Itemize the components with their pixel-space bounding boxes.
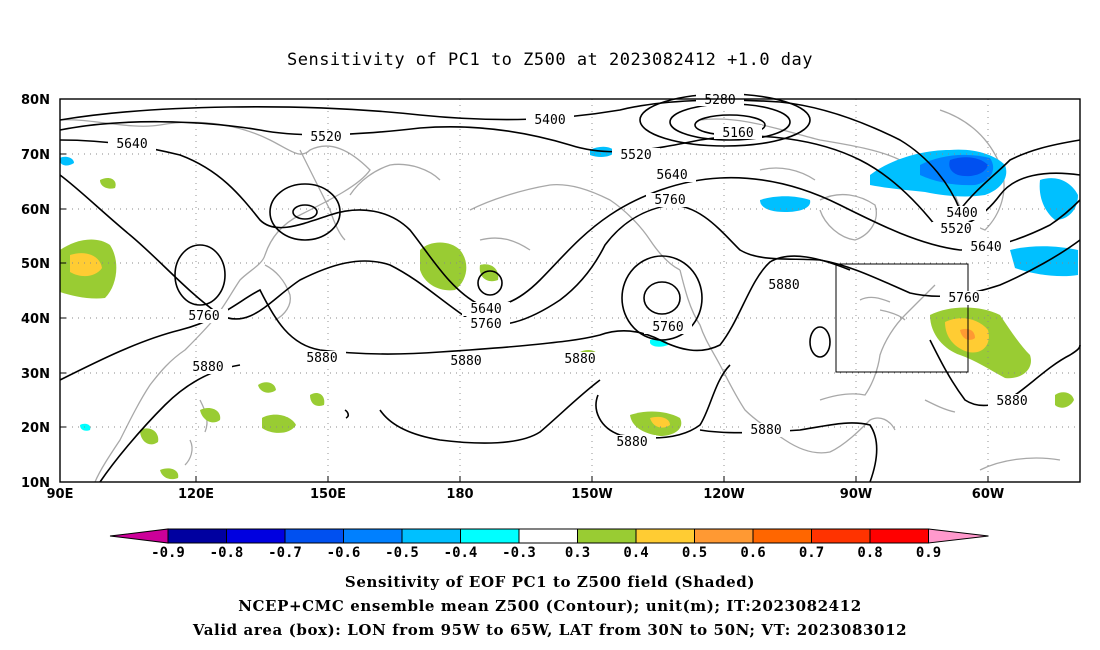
lat-label: 40N: [21, 312, 50, 327]
colorbar-label: -0.9: [151, 545, 185, 561]
colorbar-label: 0.4: [623, 545, 648, 561]
colorbar-swatch: [752, 528, 812, 544]
colorbar-label: -0.8: [210, 545, 244, 561]
colorbar-label: 0.3: [565, 545, 590, 561]
coastlines: [59, 109, 1061, 483]
colorbar-swatch: [635, 528, 695, 544]
lat-label: 50N: [21, 257, 50, 272]
lat-label: 80N: [21, 93, 50, 108]
colorbar-label: 0.9: [916, 545, 941, 561]
lon-labels: 90E 120E 150E 180 150W 120W 90W 60W: [47, 487, 1005, 502]
map-frame: [59, 98, 1081, 483]
contour-label: 5400: [534, 113, 565, 128]
colorbar-label: -0.4: [444, 545, 478, 561]
caption-line-1: Sensitivity of EOF PC1 to Z500 field (Sh…: [344, 573, 756, 591]
colorbar-label: 0.8: [857, 545, 882, 561]
lat-label: 20N: [21, 421, 50, 436]
contour-label: 5880: [564, 352, 595, 367]
contour-label: 5640: [470, 302, 501, 317]
colorbar-swatch: [811, 528, 871, 544]
colorbar-swatch: [226, 528, 286, 544]
colorbar-swatch: [343, 528, 403, 544]
contour-label: 5880: [450, 354, 481, 369]
contour-label: 5880: [768, 278, 799, 293]
colorbar-label: -0.7: [268, 545, 302, 561]
lat-label: 10N: [21, 476, 50, 491]
colorbar-swatch: [167, 528, 227, 544]
contour-label: 5760: [654, 193, 685, 208]
contour-label: 5880: [616, 435, 647, 450]
colorbar-label: -0.6: [327, 545, 361, 561]
colorbar-label: -0.3: [502, 545, 536, 561]
contour-label: 5640: [656, 168, 687, 183]
colorbar-swatch: [518, 528, 578, 544]
colorbar-label: 0.5: [682, 545, 707, 561]
contour-label: 5880: [750, 423, 781, 438]
lat-label: 70N: [21, 148, 50, 163]
lon-label: 150E: [310, 487, 346, 502]
lat-label: 30N: [21, 367, 50, 382]
colorbar-swatch: [401, 528, 461, 544]
lon-label: 90E: [47, 487, 74, 502]
tick-marks: [60, 98, 989, 482]
contour-label: 5880: [192, 360, 223, 375]
lon-label: 150W: [571, 487, 612, 502]
lat-labels: 80N 70N 60N 50N 40N 30N 20N 10N: [21, 93, 50, 491]
lon-label: 120E: [178, 487, 214, 502]
contour-label: 5880: [996, 394, 1027, 409]
colorbar-swatch: [694, 528, 754, 544]
valid-area-box: [835, 263, 969, 373]
colorbar-low-arrow: [109, 528, 169, 544]
colorbar-label: 0.6: [740, 545, 765, 561]
contour-label-group: 5280 5160 5400 5520 5640 5520 5640 5760 …: [108, 92, 1036, 450]
lat-label: 60N: [21, 203, 50, 218]
contour-label: 5760: [188, 309, 219, 324]
gridlines: [60, 99, 1080, 482]
lon-label: 90W: [840, 487, 872, 502]
colorbar-swatch: [577, 528, 637, 544]
contour-label: 5160: [722, 126, 753, 141]
contour-label: 5400: [946, 206, 977, 221]
lon-label: 180: [446, 487, 473, 502]
colorbar-swatch: [869, 528, 929, 544]
colorbar-label: 0.7: [799, 545, 824, 561]
colorbar-swatch: [460, 528, 520, 544]
map-title: Sensitivity of PC1 to Z500 at 2023082412…: [286, 50, 813, 70]
contour-label: 5640: [116, 137, 147, 152]
colorbar: -0.9 -0.8 -0.7 -0.6 -0.5 -0.4 -0.3 0.3 0.4 0.5 0.6…: [109, 528, 989, 561]
contour-label: 5760: [652, 320, 683, 335]
contour-label: 5280: [704, 93, 735, 108]
contour-label: 5880: [306, 351, 337, 366]
contour-label: 5760: [470, 317, 501, 332]
caption-line-3: Valid area (box): LON from 95W to 65W, L…: [192, 621, 908, 639]
contour-label: 5520: [620, 148, 651, 163]
contour-label: 5520: [310, 130, 341, 145]
colorbar-label: -0.5: [385, 545, 419, 561]
lon-label: 60W: [972, 487, 1004, 502]
colorbar-high-arrow: [928, 528, 989, 544]
contour-label: 5760: [948, 291, 979, 306]
contour-label: 5520: [940, 222, 971, 237]
colorbar-swatch: [284, 528, 344, 544]
caption-line-2: NCEP+CMC ensemble mean Z500 (Contour); u…: [238, 597, 862, 615]
contour-label: 5640: [970, 240, 1001, 255]
lon-label: 120W: [703, 487, 744, 502]
